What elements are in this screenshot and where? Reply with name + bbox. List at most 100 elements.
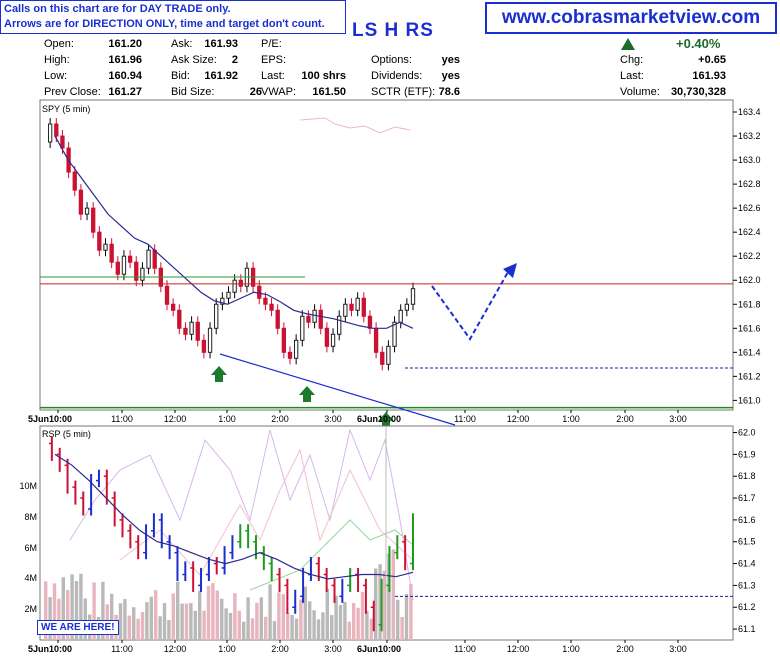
volume-bar bbox=[44, 581, 48, 640]
spy-candle-body bbox=[330, 333, 336, 347]
spy-candle-body bbox=[220, 297, 225, 305]
volume-bar bbox=[83, 598, 87, 640]
volume-bar bbox=[246, 597, 250, 640]
rsp-x-tick-label: 11:00 bbox=[111, 644, 133, 654]
rsp-panel-title: RSP (5 min) bbox=[42, 429, 91, 439]
spy-x-tick-label: 12:00 bbox=[164, 414, 187, 424]
volume-bar bbox=[127, 615, 131, 640]
volume-bar bbox=[316, 619, 321, 640]
rsp-y-tick-label: 61.9 bbox=[738, 449, 756, 459]
spy-candle-body bbox=[183, 327, 188, 335]
options-value: yes bbox=[441, 54, 460, 66]
volume-bar bbox=[321, 612, 325, 640]
volume-bar bbox=[281, 594, 285, 640]
ask-value: 161.93 bbox=[204, 38, 238, 50]
volume-bar bbox=[118, 603, 123, 640]
rsp-overlay-line-violet bbox=[69, 428, 414, 601]
spy-candle-body bbox=[177, 309, 182, 329]
volume-bar bbox=[396, 599, 400, 640]
rsp-y-tick-label: 61.4 bbox=[738, 559, 756, 569]
volume-bar bbox=[237, 610, 241, 640]
volume-bar bbox=[330, 615, 334, 640]
spy-candle-body bbox=[349, 303, 354, 311]
spy-candle-body bbox=[337, 315, 342, 335]
volume-bar bbox=[180, 603, 184, 640]
spy-x-tick-label: 3:00 bbox=[324, 414, 342, 424]
spy-candle-body bbox=[127, 255, 133, 263]
spy-y-tick-label: 163.2 bbox=[738, 131, 761, 141]
volume-bar bbox=[294, 618, 299, 640]
open-label: Open: bbox=[44, 38, 74, 50]
open-value: 161.20 bbox=[108, 38, 142, 50]
spy-candle-body bbox=[232, 279, 237, 293]
volume-bar bbox=[400, 616, 404, 640]
volume-bar bbox=[162, 603, 167, 640]
sctr-label: SCTR (ETF): bbox=[371, 86, 436, 98]
vwap-label: VWAP: bbox=[261, 86, 297, 98]
prev-close-label: Prev Close: bbox=[44, 86, 101, 98]
spy-y-tick-label: 161.8 bbox=[738, 299, 761, 309]
ask-label: Ask: bbox=[171, 38, 193, 50]
eps-label: EPS: bbox=[261, 54, 287, 66]
spy-candle-body bbox=[343, 303, 348, 317]
volume-bar bbox=[57, 598, 61, 640]
volume-bar bbox=[264, 616, 268, 640]
spy-y-tick-label: 161.4 bbox=[738, 347, 761, 357]
spy-candle-body bbox=[318, 309, 323, 329]
spy-candle-body bbox=[121, 255, 127, 275]
volume-value: 30,730,328 bbox=[670, 86, 726, 98]
options-label: Options: bbox=[371, 54, 412, 66]
high-value: 161.96 bbox=[108, 54, 142, 66]
spy-candle-body bbox=[152, 249, 157, 269]
spy-candle-body bbox=[361, 297, 366, 317]
spy-candle-body bbox=[404, 303, 410, 311]
volume-bar bbox=[338, 605, 343, 640]
volume-bar bbox=[79, 573, 83, 640]
spy-projection-arrowhead bbox=[503, 263, 517, 278]
spy-x-tick-label: 1:00 bbox=[562, 414, 580, 424]
volume-bar bbox=[378, 564, 382, 640]
volume-bar bbox=[224, 608, 228, 640]
volume-bar bbox=[409, 583, 413, 640]
website-banner[interactable]: www.cobrasmarketview.com bbox=[485, 2, 777, 34]
vwap-value: 161.50 bbox=[312, 86, 346, 98]
volume-bar bbox=[184, 603, 189, 640]
volume-bar bbox=[299, 599, 303, 640]
volume-label: Volume: bbox=[620, 86, 660, 98]
up-arrow-icon bbox=[378, 412, 394, 428]
rsp-overlay-line-pink bbox=[119, 448, 414, 576]
spy-candle-body bbox=[207, 327, 213, 353]
spy-candle-body bbox=[72, 171, 77, 191]
volume-bar bbox=[110, 593, 114, 640]
volume-bar bbox=[290, 614, 294, 640]
rsp-y-tick-label: 61.8 bbox=[738, 471, 756, 481]
volume-bar bbox=[92, 582, 96, 640]
spy-candle-body bbox=[300, 315, 305, 341]
spy-y-tick-label: 162.6 bbox=[738, 203, 761, 213]
spy-candle-body bbox=[306, 315, 311, 323]
last2-label: Last: bbox=[620, 70, 644, 82]
chg-value: +0.65 bbox=[698, 54, 726, 66]
spy-candle-body bbox=[392, 321, 397, 347]
spy-candle-body bbox=[134, 261, 139, 281]
spy-candle-body bbox=[214, 303, 219, 329]
spy-candle-body bbox=[189, 321, 194, 335]
spy-candle-body bbox=[97, 231, 102, 251]
volume-bar bbox=[374, 568, 378, 640]
spy-x-tick-label: 11:00 bbox=[454, 414, 476, 424]
spy-candle-body bbox=[140, 267, 145, 281]
rsp-x-tick-label: 12:00 bbox=[507, 644, 530, 654]
volume-bar bbox=[312, 610, 316, 640]
volume-bar bbox=[189, 603, 193, 640]
volume-tick-label: 2M bbox=[24, 604, 37, 614]
volume-bar bbox=[167, 619, 171, 640]
spy-candle-body bbox=[238, 279, 243, 287]
volume-bar bbox=[391, 549, 395, 640]
spy-candle-body bbox=[47, 123, 53, 143]
volume-tick-label: 10M bbox=[19, 481, 37, 491]
spy-candle-body bbox=[355, 297, 360, 311]
volume-bar bbox=[352, 603, 356, 640]
rsp-x-tick-label: 12:00 bbox=[164, 644, 187, 654]
volume-bar bbox=[198, 590, 202, 640]
